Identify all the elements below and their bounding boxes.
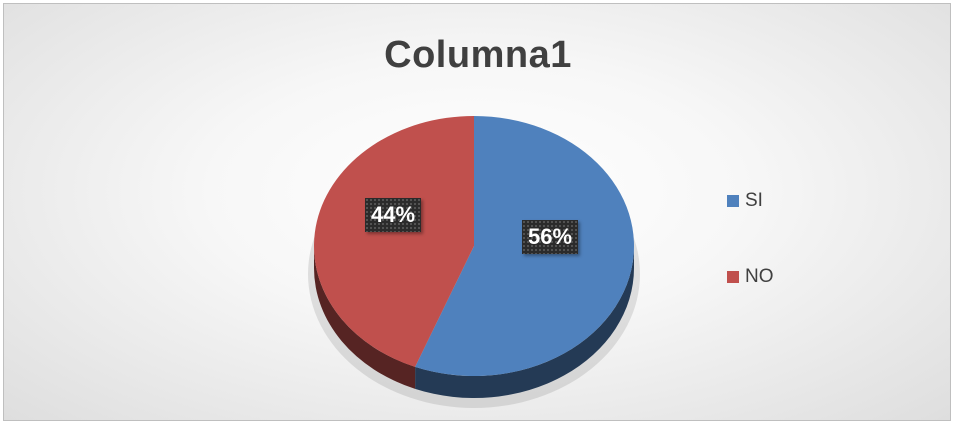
chart-area: Columna1 SI NO 56% 44% xyxy=(3,3,951,421)
data-label-no: 44% xyxy=(365,198,422,232)
pie-chart xyxy=(308,115,640,408)
legend-label-no: NO xyxy=(745,266,774,287)
legend-swatch-si xyxy=(727,195,739,207)
legend-item-no: NO xyxy=(727,266,774,288)
data-label-si: 56% xyxy=(522,220,579,254)
pie-side-si xyxy=(415,246,634,398)
legend-label-si: SI xyxy=(745,190,763,211)
legend-item-si: SI xyxy=(727,190,763,212)
pie-side-no xyxy=(314,246,416,389)
pie-slice-no xyxy=(314,115,474,367)
legend-swatch-no xyxy=(727,271,739,283)
chart-title: Columna1 xyxy=(384,34,572,76)
